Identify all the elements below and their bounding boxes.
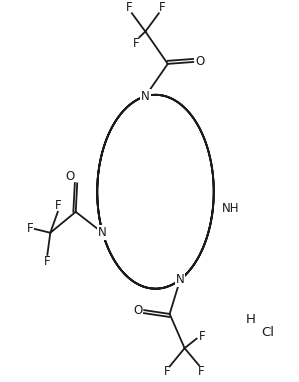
Text: O: O [65, 170, 74, 183]
Text: F: F [198, 364, 204, 377]
Text: N: N [98, 226, 107, 239]
Text: F: F [44, 255, 51, 268]
Text: F: F [158, 2, 165, 15]
Text: NH: NH [222, 202, 239, 215]
Text: O: O [133, 304, 142, 317]
Text: F: F [133, 37, 140, 50]
Text: F: F [27, 222, 33, 235]
Text: N: N [176, 273, 184, 286]
Text: F: F [199, 330, 205, 343]
Text: F: F [164, 365, 170, 378]
Text: O: O [195, 55, 205, 68]
Text: F: F [54, 199, 61, 212]
Text: F: F [126, 2, 132, 15]
Text: N: N [141, 90, 150, 103]
Text: H: H [246, 313, 256, 326]
Text: Cl: Cl [261, 326, 274, 339]
